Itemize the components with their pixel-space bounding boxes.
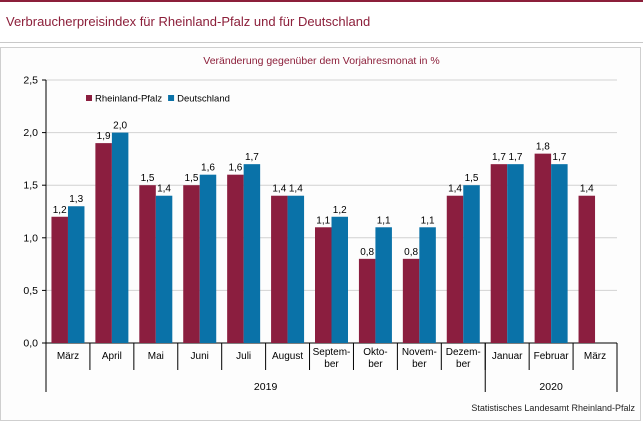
bar-value-label: 1,5 bbox=[465, 173, 479, 184]
y-tick-label: 0,0 bbox=[23, 338, 38, 350]
bar-deutschland bbox=[287, 195, 305, 343]
bar-value-label: 1,1 bbox=[316, 215, 330, 226]
title-rule bbox=[0, 42, 643, 43]
category-label: ber bbox=[456, 359, 471, 370]
top-rule bbox=[0, 0, 643, 2]
legend-label: Deutschland bbox=[177, 94, 230, 105]
page-title: Verbraucherpreisindex für Rheinland-Pfal… bbox=[6, 14, 371, 29]
bar-value-label: 1,2 bbox=[333, 205, 347, 216]
category-label: ber bbox=[412, 359, 427, 370]
category-label: August bbox=[272, 351, 303, 362]
category-label: April bbox=[102, 351, 122, 362]
category-label: Novem- bbox=[402, 347, 437, 358]
category-label: März bbox=[584, 351, 606, 362]
category-label: Septem- bbox=[313, 347, 351, 358]
bar-value-label: 1,4 bbox=[272, 184, 286, 195]
bar-value-label: 1,7 bbox=[552, 152, 566, 163]
bar-value-label: 1,9 bbox=[97, 131, 111, 142]
bar-deutschland bbox=[199, 174, 217, 343]
bar-value-label: 1,3 bbox=[69, 194, 83, 205]
bar-value-label: 1,2 bbox=[53, 205, 67, 216]
bar-deutschland bbox=[243, 164, 261, 343]
bar-value-label: 1,7 bbox=[245, 152, 259, 163]
bar-rheinland-pfalz bbox=[51, 216, 68, 343]
bar-deutschland bbox=[551, 164, 568, 343]
category-label: Juli bbox=[236, 351, 251, 362]
bar-value-label: 1,4 bbox=[448, 184, 462, 195]
bar-rheinland-pfalz bbox=[402, 258, 420, 343]
bar-deutschland bbox=[111, 132, 129, 343]
y-tick-label: 0,5 bbox=[23, 285, 38, 297]
bar-value-label: 1,7 bbox=[492, 152, 506, 163]
bar-value-label: 0,8 bbox=[404, 247, 418, 258]
y-tick-label: 1,0 bbox=[23, 232, 38, 244]
bar-value-label: 1,8 bbox=[536, 142, 550, 153]
legend-swatch-rheinland-pfalz bbox=[86, 95, 92, 101]
category-label: ber bbox=[368, 359, 383, 370]
year-label: 2020 bbox=[539, 381, 563, 393]
legend-swatch-deutschland bbox=[168, 95, 175, 101]
bar-rheinland-pfalz bbox=[315, 227, 332, 343]
legend-label: Rheinland-Pfalz bbox=[95, 94, 162, 105]
y-tick-label: 1,5 bbox=[23, 180, 38, 192]
bar-deutschland bbox=[419, 227, 436, 343]
bar-rheinland-pfalz bbox=[446, 195, 464, 343]
category-label: März bbox=[57, 351, 79, 362]
category-label: Mai bbox=[148, 351, 164, 362]
bar-value-label: 0,8 bbox=[360, 247, 374, 258]
category-label: Okto- bbox=[363, 347, 387, 358]
year-label: 2019 bbox=[254, 381, 278, 393]
category-label: Februar bbox=[534, 351, 570, 362]
y-tick-label: 2,0 bbox=[23, 127, 38, 139]
bar-value-label: 1,1 bbox=[421, 215, 435, 226]
bar-deutschland bbox=[155, 195, 173, 343]
bar-value-label: 1,4 bbox=[157, 184, 171, 195]
category-label: ber bbox=[324, 359, 339, 370]
bar-value-label: 1,4 bbox=[289, 184, 303, 195]
bar-rheinland-pfalz bbox=[183, 185, 200, 343]
bar-deutschland bbox=[507, 164, 524, 343]
category-label: Januar bbox=[492, 351, 523, 362]
bar-rheinland-pfalz bbox=[95, 143, 112, 343]
bar-value-label: 1,6 bbox=[201, 163, 215, 174]
bar-value-label: 1,6 bbox=[228, 163, 242, 174]
category-label: Dezem- bbox=[446, 347, 481, 358]
bar-rheinland-pfalz bbox=[578, 195, 596, 343]
bar-rheinland-pfalz bbox=[227, 174, 244, 343]
y-tick-label: 2,5 bbox=[23, 75, 38, 87]
bar-deutschland bbox=[463, 185, 480, 343]
bar-deutschland bbox=[67, 206, 85, 343]
bar-rheinland-pfalz bbox=[271, 195, 288, 343]
source-note: Statistisches Landesamt Rheinland-Pfalz bbox=[471, 403, 635, 413]
bar-value-label: 1,4 bbox=[580, 184, 594, 195]
bar-value-label: 1,5 bbox=[141, 173, 155, 184]
category-label: Juni bbox=[191, 351, 209, 362]
bar-value-label: 1,5 bbox=[185, 173, 199, 184]
chart-subtitle: Veränderung gegenüber dem Vorjahresmonat… bbox=[203, 55, 440, 67]
bar-rheinland-pfalz bbox=[139, 185, 156, 343]
bar-rheinland-pfalz bbox=[490, 164, 508, 343]
bar-value-label: 2,0 bbox=[113, 121, 127, 132]
bar-value-label: 1,7 bbox=[508, 152, 522, 163]
bar-deutschland bbox=[375, 227, 392, 343]
bar-rheinland-pfalz bbox=[358, 258, 376, 343]
bar-value-label: 1,1 bbox=[377, 215, 391, 226]
bar-rheinland-pfalz bbox=[534, 153, 552, 343]
bar-deutschland bbox=[331, 216, 348, 343]
